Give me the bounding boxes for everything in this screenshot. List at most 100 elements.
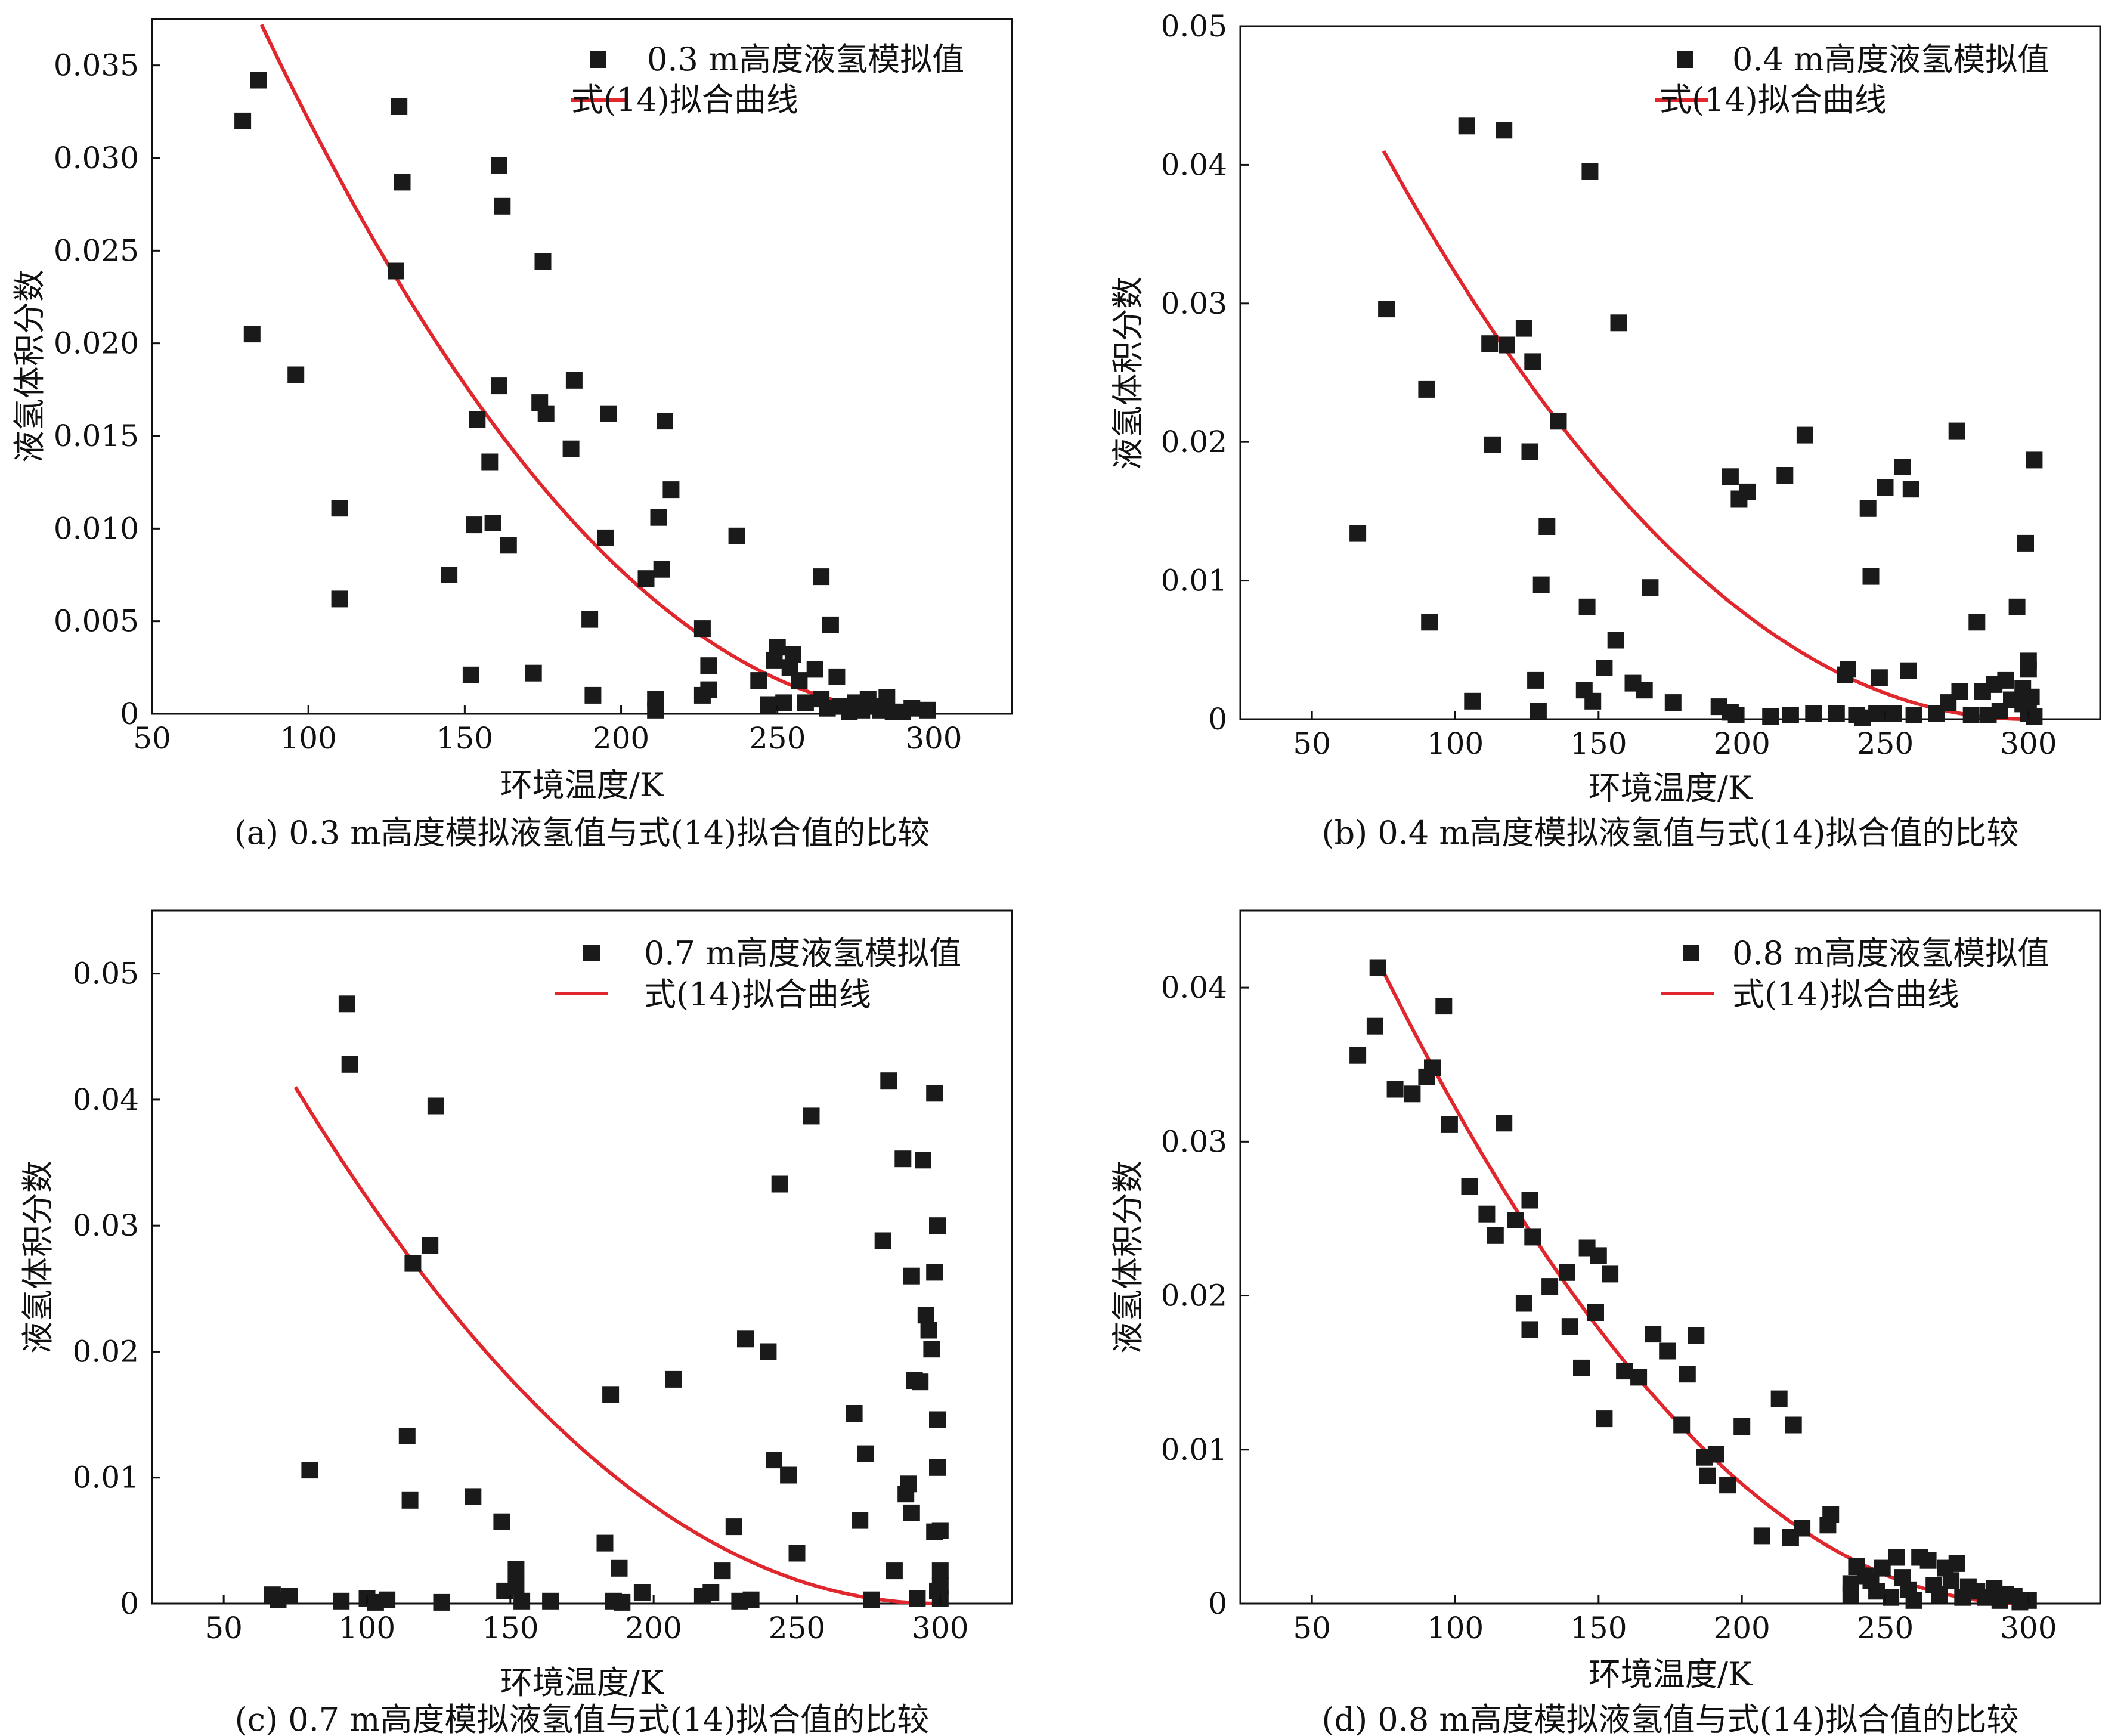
chart-b-data-point [1496, 122, 1513, 139]
chart-b-ytick-layer: 0 0.01 0.02 0.03 0.04 0.05 [1161, 9, 1249, 737]
chart-c-x-axis-title: 环境温度/K [500, 1664, 665, 1701]
chart-b-xtick-label: 150 [1570, 726, 1627, 761]
chart-d-data-point [1596, 1410, 1613, 1428]
chart-c-data-point [900, 1475, 917, 1493]
chart-d-data-point [1507, 1212, 1524, 1228]
chart-c-data-point [915, 1152, 931, 1169]
chart-d-xtick-layer: 50 100 150 200 250 300 [1293, 1595, 2057, 1645]
chart-a-data-point [462, 666, 479, 683]
chart-a-data-point [562, 440, 580, 457]
chart-a-data-point [484, 515, 501, 531]
chart-c-legend-marker-square [583, 945, 600, 961]
chart-a-xtick-label: 150 [436, 721, 493, 756]
chart-d-data-point [1688, 1327, 1705, 1344]
chart-a-data-point [784, 646, 801, 663]
chart-d-legend: 0.8 m高度液氢模拟值 式(14)拟合曲线 [1661, 934, 2049, 1013]
chart-d-data-point [1590, 1247, 1607, 1264]
chart-d-data-point [1521, 1321, 1538, 1338]
chart-c-data-point [766, 1452, 782, 1469]
chart-b-data-point [1877, 479, 1894, 496]
chart-b-fit-curve-layer [1382, 150, 2029, 721]
chart-c-data-point [742, 1591, 760, 1608]
chart-b: 50 100 150 200 250 300 00.010.020.030.040.05 … [1109, 9, 2101, 852]
chart-b-xtick-label: 200 [1713, 726, 1770, 761]
chart-c-data-point [281, 1588, 298, 1605]
chart-b-data-point [1805, 705, 1822, 722]
chart-c-data-point [401, 1491, 419, 1509]
chart-a-data-point [822, 616, 839, 633]
chart-c-data-point [886, 1562, 903, 1580]
chart-b-plot-frame [1239, 25, 2101, 720]
chart-c-xtick-label: 300 [912, 1611, 968, 1645]
chart-d-data-point [1733, 1418, 1751, 1435]
chart-c-data-point [846, 1405, 863, 1422]
chart-b-data-point [1596, 660, 1613, 676]
chart-a-data-point [637, 570, 655, 587]
chart-b-data-point [1968, 614, 1986, 631]
chart-c-data-point [493, 1513, 510, 1530]
chart-a-xtick-layer: 50 100 150 200 250 300 [133, 705, 962, 756]
chart-d-data-point [1905, 1592, 1922, 1609]
chart-b-data-point [1664, 694, 1682, 711]
chart-c-data-point [725, 1518, 742, 1536]
chart-c-data-point [929, 1217, 946, 1234]
chart-a-ytick-layer: 0 0.005 0.010 0.015 0.020 0.025 0.030 0.035 [54, 48, 160, 731]
chart-b-y-axis-title: 液氢体积分数 [1109, 277, 1147, 470]
chart-c-data-point [737, 1330, 754, 1348]
chart-d: 50 100 150 200 250 300 0 0.01 0.02 0.03 0.04 0.8 … [1109, 909, 2101, 1736]
chart-b-data-point [1418, 380, 1435, 398]
chart-a-data-point [391, 98, 408, 115]
chart-d-data-point [1386, 1081, 1404, 1098]
chart-a-caption: (a) 0.3 m高度模拟液氢值与式(14)拟合值的比较 [234, 814, 930, 852]
chart-c-data-point [923, 1341, 940, 1358]
chart-a-data-point [494, 197, 511, 215]
chart-a-data-point [750, 672, 767, 689]
chart-d-legend-curve-label: 式(14)拟合曲线 [1732, 976, 1959, 1013]
chart-b-legend-marker-square [1677, 51, 1693, 68]
chart-c-ytick-label: 0.02 [73, 1334, 139, 1369]
chart-c-data-point [714, 1562, 731, 1580]
chart-c-legend-scatter-label: 0.7 m高度液氢模拟值 [644, 934, 961, 972]
chart-b-data-point [1578, 598, 1596, 615]
chart-a-x-axis-title: 环境温度/K [500, 766, 665, 804]
chart-c-data-point [433, 1593, 450, 1611]
chart-a-data-point [469, 411, 486, 428]
chart-a-data-point [565, 372, 583, 389]
chart-c-ytick-label: 0.01 [73, 1460, 139, 1495]
chart-d-data-point [1719, 1477, 1736, 1494]
chart-a-legend-curve-label: 式(14)拟合曲线 [571, 81, 798, 119]
chart-b-data-point [1524, 353, 1541, 370]
chart-a-data-point [466, 516, 483, 534]
chart-d-data-point [1948, 1555, 1965, 1572]
chart-b-data-point [1868, 705, 1885, 722]
chart-c-legend: 0.7 m高度液氢模拟值 式(14)拟合曲线 [555, 934, 961, 1013]
chart-b-data-point [2023, 688, 2040, 705]
chart-a-data-point [481, 453, 499, 471]
chart-a-data-point [243, 326, 261, 343]
chart-d-data-point [1515, 1295, 1532, 1312]
chart-a-data-point [581, 611, 599, 628]
chart-c-data-point [929, 1582, 946, 1599]
chart-a-data-point [600, 405, 617, 422]
chart-d-data-point [1707, 1446, 1724, 1463]
chart-d-plot-frame [1239, 909, 2101, 1605]
chart-d-data-point [1561, 1318, 1578, 1335]
chart-b-fit-curve [1382, 150, 2029, 721]
chart-c-data-point [542, 1592, 559, 1610]
chart-b-data-point [1421, 614, 1438, 631]
chart-b-data-point [1581, 163, 1599, 180]
chart-b-data-point [1349, 525, 1367, 542]
chart-d-xtick-label: 150 [1570, 1611, 1627, 1645]
chart-d-data-point [1645, 1326, 1662, 1343]
chart-c-data-point [926, 1085, 943, 1102]
chart-d-ytick-layer: 0 0.01 0.02 0.03 0.04 [1161, 970, 1249, 1621]
chart-c-data-point [912, 1373, 929, 1391]
chart-b-data-point [1840, 661, 1856, 678]
chart-b-data-point [1532, 576, 1550, 593]
chart-d-data-point [1587, 1304, 1604, 1321]
chart-d-data-point [1366, 1017, 1383, 1035]
chart-c-data-point [507, 1561, 525, 1578]
chart-a-ytick-label: 0.025 [54, 233, 139, 268]
chart-a-data-point [650, 509, 667, 526]
